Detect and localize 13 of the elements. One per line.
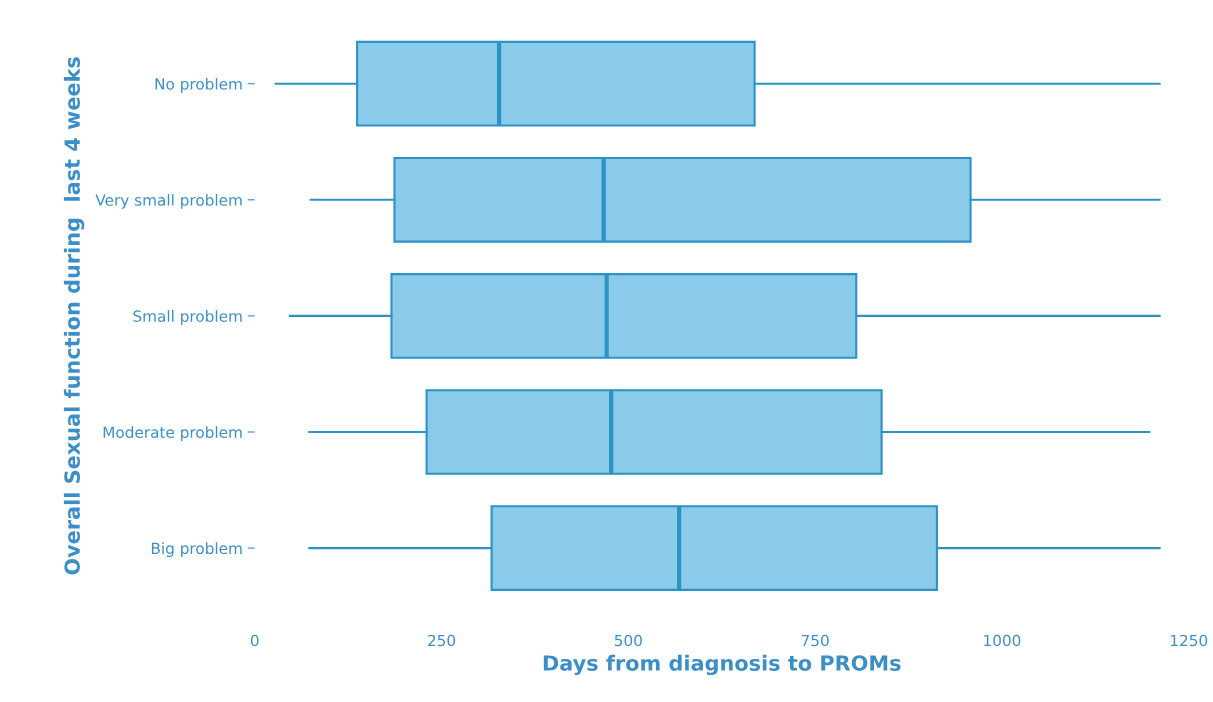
- y-tick-label: Big problem: [151, 542, 242, 558]
- x-tick-label: 500: [614, 634, 642, 647]
- x-tick-label: 1000: [984, 634, 1021, 647]
- x-tick-label: 1250: [1170, 634, 1208, 647]
- x-axis-title: Days from diagnosis to PROMs: [543, 654, 901, 676]
- y-tick-label: Moderate problem: [103, 426, 242, 441]
- x-tick-label: 0: [250, 634, 259, 647]
- y-axis-title: Overall Sexual function during last 4 weeks: [63, 57, 85, 575]
- y-tick-label: Very small problem: [95, 194, 242, 209]
- y-tick-label: No problem: [155, 77, 242, 93]
- x-tick-label: 750: [801, 634, 829, 647]
- y-tick-label: Small problem: [133, 310, 242, 325]
- x-tick-label: 250: [428, 634, 456, 647]
